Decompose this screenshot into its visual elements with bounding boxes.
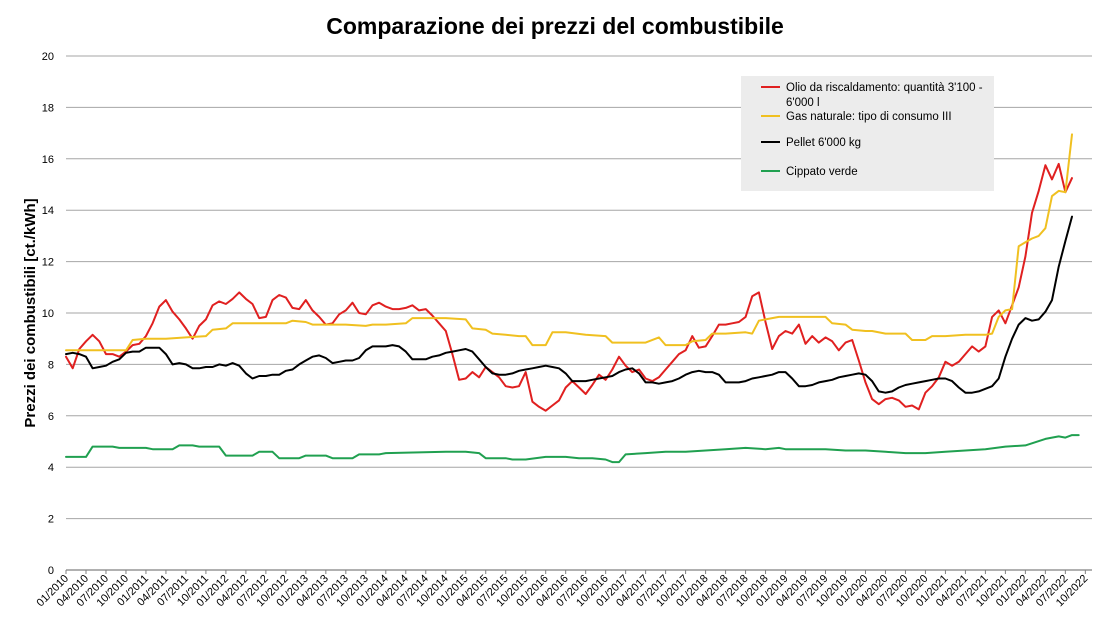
y-tick-label: 20 [42, 51, 54, 63]
series-lines [65, 133, 1080, 464]
y-tick-label: 14 [42, 205, 54, 217]
y-tick-label: 16 [42, 154, 54, 166]
series-line [65, 162, 1073, 412]
y-tick-label: 12 [42, 257, 54, 269]
legend-label: Cippato verde [786, 166, 858, 178]
series-line [65, 133, 1073, 352]
chart-title: Comparazione dei prezzi del combustibile [326, 13, 784, 39]
y-tick-label: 4 [48, 462, 54, 474]
legend-label: Gas naturale: tipo di consumo III [786, 111, 952, 123]
y-axis-ticks: 0 2 4 6 8 10 12 14 16 18 20 [42, 51, 54, 577]
y-tick-label: 0 [48, 565, 54, 577]
legend-label: Olio da riscaldamento: quantità 3'100 - [786, 82, 983, 94]
y-tick-label: 18 [42, 102, 54, 114]
y-tick-label: 10 [42, 308, 54, 320]
series-line [65, 434, 1080, 464]
series-line [65, 215, 1073, 394]
legend-box [741, 76, 994, 191]
y-tick-label: 2 [48, 514, 54, 526]
legend: Olio da riscaldamento: quantità 3'100 - 6… [741, 76, 994, 191]
y-tick-label: 6 [48, 411, 54, 423]
legend-label: Pellet 6'000 kg [786, 137, 861, 149]
legend-label: 6'000 l [786, 97, 820, 109]
y-axis-label: Prezzi dei combustibili [ct./kWh] [22, 198, 39, 427]
y-tick-label: 8 [48, 359, 54, 371]
